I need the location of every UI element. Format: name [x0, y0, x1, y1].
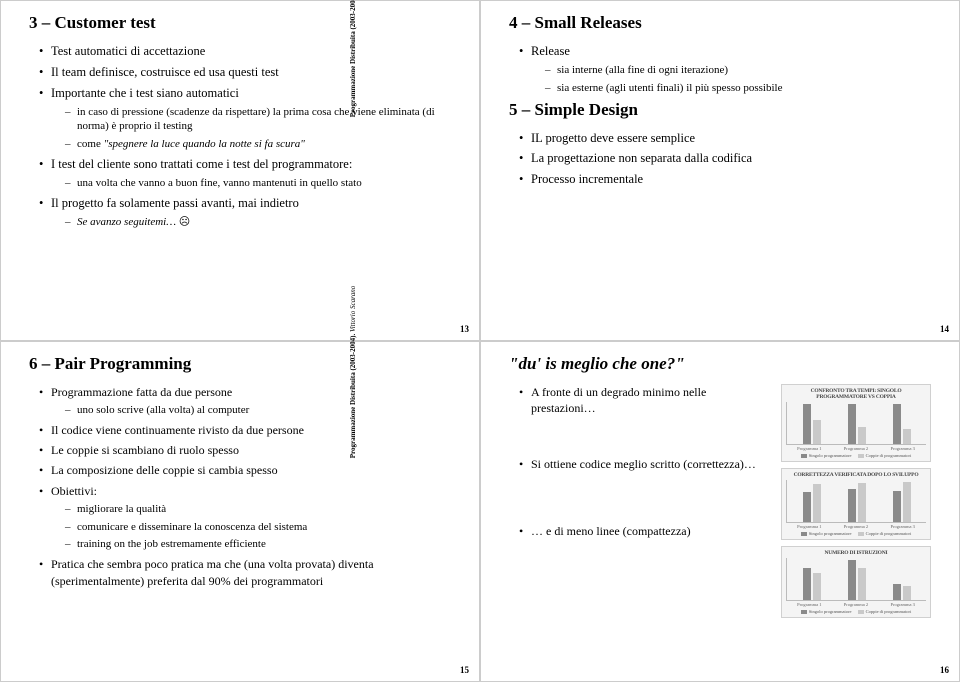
slide-du-is-meglio: Programmazione Distribuita (2003-2004). …	[480, 341, 960, 682]
slide-title: 6 – Pair Programming	[29, 354, 451, 374]
bullet: Test automatici di accettazione	[39, 43, 451, 60]
subbullet: uno solo scrive (alla volta) al computer	[65, 403, 451, 418]
bullet: Importante che i test siano automatici i…	[39, 85, 451, 152]
bullet: Le coppie si scambiano di ruolo spesso	[39, 442, 451, 458]
bullet: Obiettivi: migliorare la qualità comunic…	[39, 483, 451, 553]
subbullet: migliorare la qualità	[65, 502, 451, 517]
bullet-list: Release sia interne (alla fine di ogni i…	[509, 43, 931, 96]
bullet-list: IL progetto deve essere semplice La prog…	[509, 130, 931, 189]
page-number: 13	[460, 324, 469, 334]
slide-title: "du' is meglio che one?"	[509, 354, 931, 374]
slide-small-releases: Programmazione Distribuita (2003-2004). …	[480, 0, 960, 341]
bullet-list: Test automatici di accettazione Il team …	[29, 43, 451, 230]
page-number: 14	[940, 324, 949, 334]
subbullet: come "spegnere la luce quando la notte s…	[65, 137, 451, 152]
bullet: Il progetto fa solamente passi avanti, m…	[39, 195, 451, 230]
bullet: Release sia interne (alla fine di ogni i…	[519, 43, 931, 96]
bullet: Si ottiene codice meglio scritto (corret…	[519, 456, 769, 472]
bullet: La progettazione non separata dalla codi…	[519, 150, 931, 167]
sad-icon: ☹	[179, 216, 190, 228]
bullet-text: Programmazione fatta da due persone	[51, 385, 232, 399]
subbullet: una volta che vanno a buon fine, vanno m…	[65, 176, 451, 191]
charts-column: CONFRONTO TRA TEMPI: SINGOLO PROGRAMMATO…	[781, 384, 931, 624]
bullet: A fronte di un degrado minimo nelle pres…	[519, 384, 769, 416]
page-number: 16	[940, 665, 949, 675]
bullet: I test del cliente sono trattati come i …	[39, 156, 451, 191]
slide-title: 4 – Small Releases	[509, 13, 931, 33]
subbullet: sia interne (alla fine di ogni iterazion…	[545, 63, 931, 78]
bullet-text: Il progetto fa solamente passi avanti, m…	[51, 196, 299, 210]
bullet-list: A fronte di un degrado minimo nelle pres…	[509, 384, 769, 539]
bullet-list: Programmazione fatta da due persone uno …	[29, 384, 451, 589]
subbullet: training on the job estremamente efficie…	[65, 537, 451, 552]
subbullet: comunicare e disseminare la conoscenza d…	[65, 520, 451, 535]
slide-customer-test: Programmazione Distribuita (2003-2004). …	[0, 0, 480, 341]
bullet: Il codice viene continuamente rivisto da…	[39, 422, 451, 438]
bullet: Processo incrementale	[519, 171, 931, 188]
slide-title: 3 – Customer test	[29, 13, 451, 33]
subbullet: sia esterne (agli utenti finali) il più …	[545, 81, 931, 96]
subbullet: in caso di pressione (scadenze da rispet…	[65, 105, 451, 135]
subbullet: Se avanzo seguitemi… ☹	[65, 215, 451, 230]
bullet-text: Obiettivi:	[51, 484, 97, 498]
bullet-text: Release	[531, 44, 570, 58]
page-number: 15	[460, 665, 469, 675]
slide-subtitle: 5 – Simple Design	[509, 100, 931, 120]
chart-instructions: NUMERO DI ISTRUZIONIProgramma 1Programma…	[781, 546, 931, 618]
slide-pair-programming: Programmazione Distribuita (2003-2004). …	[0, 341, 480, 682]
bullet-text: I test del cliente sono trattati come i …	[51, 157, 352, 171]
bullet: La composizione delle coppie si cambia s…	[39, 462, 451, 478]
bullet-text: Importante che i test siano automatici	[51, 86, 239, 100]
bullet: Pratica che sembra poco pratica ma che (…	[39, 556, 451, 588]
chart-correctness: CORRETTEZZA VERIFICATA DOPO LO SVILUPPOP…	[781, 468, 931, 540]
chart-time: CONFRONTO TRA TEMPI: SINGOLO PROGRAMMATO…	[781, 384, 931, 462]
bullet: IL progetto deve essere semplice	[519, 130, 931, 147]
side-label: Programmazione Distribuita (2003-2004). …	[349, 0, 357, 171]
bullet: Programmazione fatta da due persone uno …	[39, 384, 451, 418]
bullet: Il team definisce, costruisce ed usa que…	[39, 64, 451, 81]
side-label: Programmazione Distribuita (2003-2004). …	[349, 232, 357, 512]
bullet: … e di meno linee (compattezza)	[519, 523, 769, 539]
